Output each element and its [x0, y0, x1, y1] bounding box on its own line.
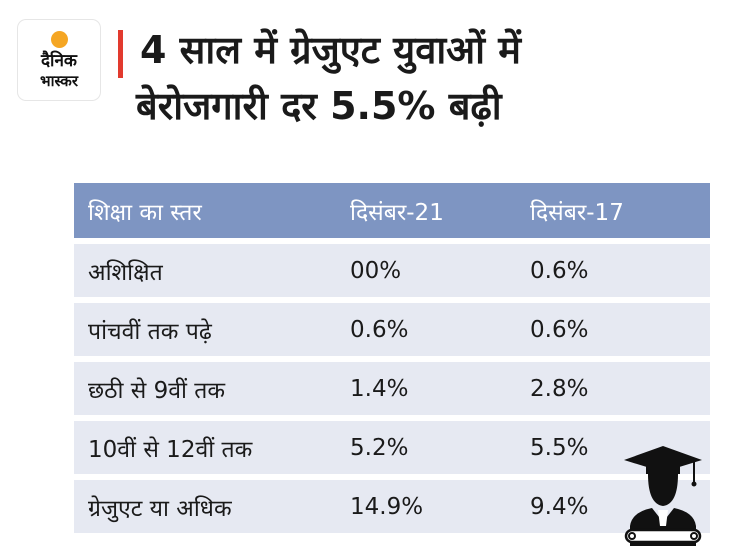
cell-dec17: 2.8% — [530, 375, 589, 402]
cell-dec21: 5.2% — [350, 434, 409, 461]
cell-dec17: 0.6% — [530, 316, 589, 343]
column-header-level: शिक्षा का स्तर — [88, 199, 202, 226]
cell-level: ग्रेजुएट या अधिक — [88, 495, 232, 522]
table-row: पांचवीं तक पढ़े 0.6% 0.6% — [74, 303, 710, 356]
cell-dec17: 9.4% — [530, 493, 589, 520]
data-table: शिक्षा का स्तर दिसंबर-21 दिसंबर-17 अशिक्… — [74, 183, 710, 533]
cell-level: छठी से 9वीं तक — [88, 377, 226, 404]
title-line-2: बेरोजगारी दर 5.5% बढ़ी — [136, 84, 502, 128]
column-header-dec21: दिसंबर-21 — [350, 199, 444, 226]
table-row: अशिक्षित 00% 0.6% — [74, 244, 710, 297]
cell-dec21: 1.4% — [350, 375, 409, 402]
cell-level: 10वीं से 12वीं तक — [88, 436, 253, 463]
cell-dec17: 5.5% — [530, 434, 589, 461]
table-row: ग्रेजुएट या अधिक 14.9% 9.4% — [74, 480, 710, 533]
title-accent-bar — [118, 30, 123, 78]
page-title: 4 साल में ग्रेजुएट युवाओं में बेरोजगारी … — [136, 22, 710, 134]
table-header-row: शिक्षा का स्तर दिसंबर-21 दिसंबर-17 — [74, 183, 710, 238]
title-line-1: 4 साल में ग्रेजुएट युवाओं में — [140, 28, 521, 72]
cell-level: अशिक्षित — [88, 259, 163, 286]
cell-dec21: 0.6% — [350, 316, 409, 343]
sun-icon — [51, 31, 68, 48]
cell-dec17: 0.6% — [530, 257, 589, 284]
cell-dec21: 00% — [350, 257, 402, 284]
graduate-icon — [624, 446, 702, 546]
brand-logo: दैनिक भास्कर — [18, 20, 100, 100]
table-row: 10वीं से 12वीं तक 5.2% 5.5% — [74, 421, 710, 474]
brand-name-line2: भास्कर — [40, 72, 78, 90]
brand-name-line1: दैनिक — [41, 51, 77, 71]
cell-level: पांचवीं तक पढ़े — [88, 318, 212, 345]
column-header-dec17: दिसंबर-17 — [530, 199, 624, 226]
cell-dec21: 14.9% — [350, 493, 424, 520]
table-row: छठी से 9वीं तक 1.4% 2.8% — [74, 362, 710, 415]
